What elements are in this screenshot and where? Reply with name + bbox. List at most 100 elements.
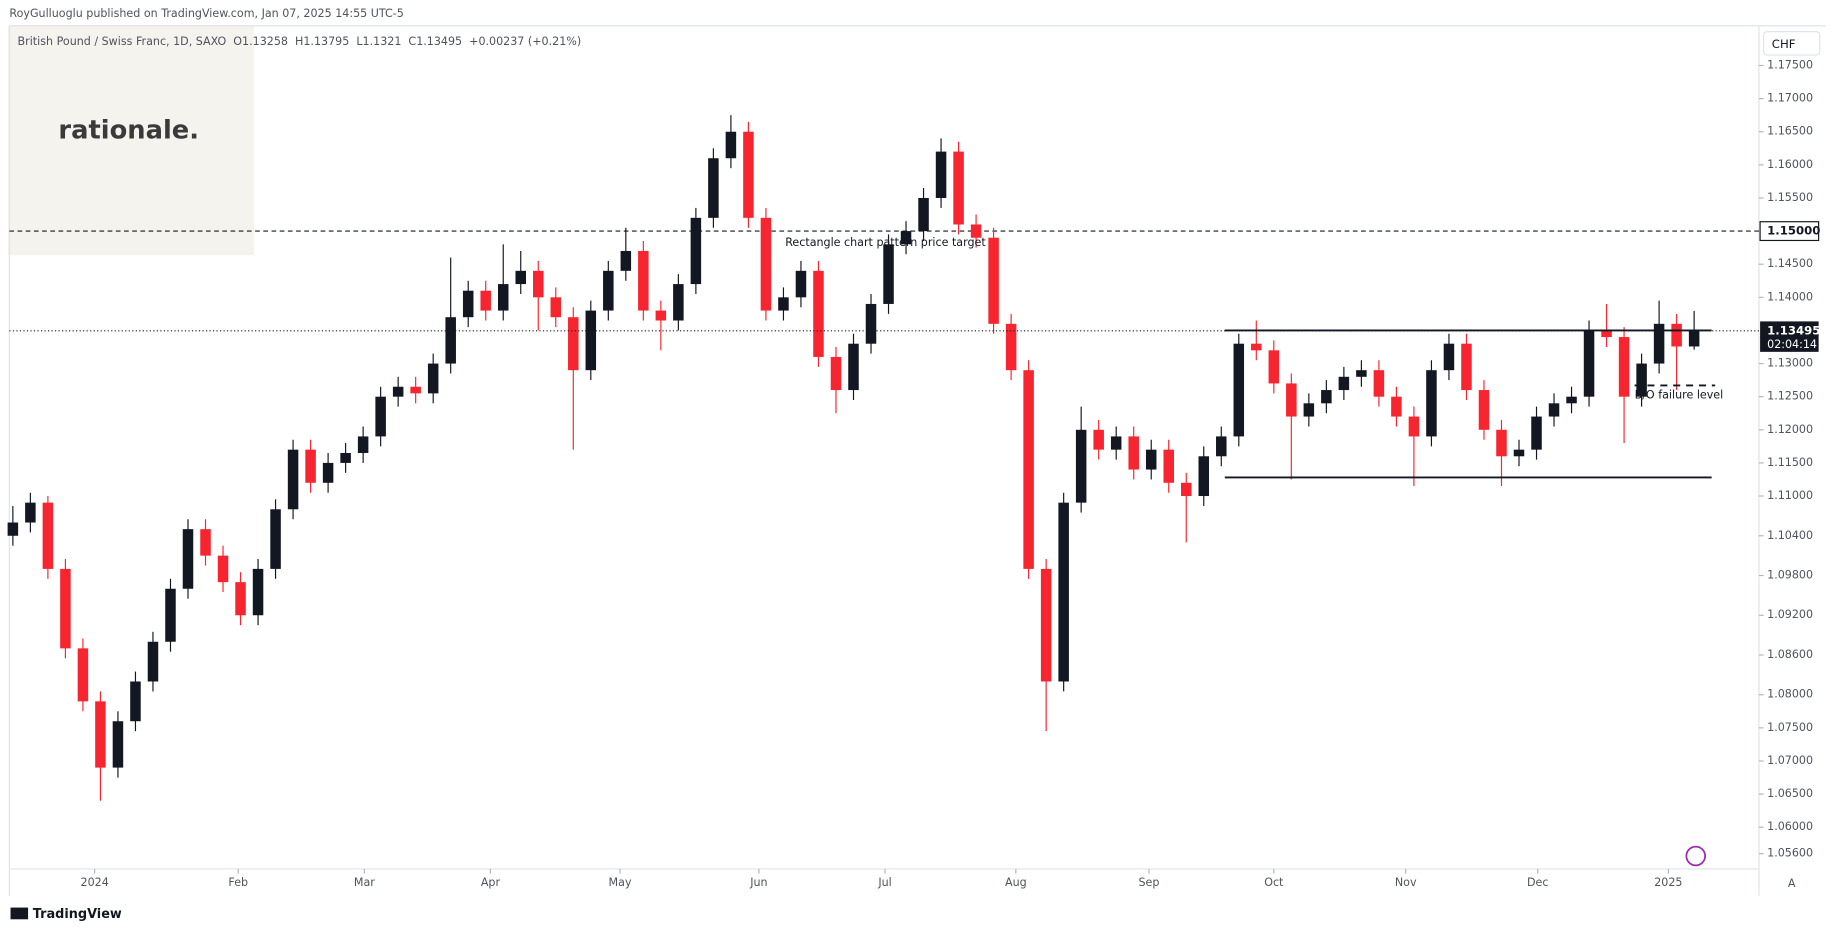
candle-body [1198, 456, 1210, 497]
candle-body [1163, 449, 1174, 483]
annotation: Rectangle chart pattern price target [785, 236, 986, 249]
candle-body [165, 588, 176, 642]
candle-body [77, 648, 89, 702]
candle-body [1513, 449, 1525, 457]
x-tick-label: Sep [1138, 876, 1159, 889]
candle-body [1408, 416, 1420, 437]
y-tick-label: 1.08000 [1767, 688, 1813, 701]
y-tick-label: 1.09800 [1767, 569, 1813, 582]
candle-body [515, 270, 527, 285]
candle-body [1233, 343, 1245, 437]
candle-body [25, 502, 36, 523]
y-tick-label: 1.13000 [1767, 357, 1813, 370]
candle-body [725, 131, 737, 159]
candle-body [235, 582, 246, 616]
candle-body [1058, 502, 1069, 682]
candle-body [1040, 568, 1052, 682]
candle-body [778, 297, 789, 311]
candle-body [480, 290, 491, 311]
candle-body [1618, 337, 1630, 397]
candle-body [147, 641, 159, 682]
y-tick-label: 1.14500 [1767, 257, 1813, 270]
candle-body [673, 284, 684, 321]
x-tick-label: Dec [1527, 876, 1548, 889]
x-tick-label: Mar [354, 876, 375, 889]
y-tick-label: 1.06000 [1767, 820, 1813, 833]
candle-body [1321, 390, 1332, 404]
candle-body [1496, 429, 1507, 457]
logo: rationale. [58, 116, 199, 146]
candle-body [988, 237, 999, 324]
y-tick-label: 1.17500 [1767, 59, 1813, 72]
candle-body [112, 721, 124, 768]
target-box [1759, 221, 1820, 242]
y-tick-label: 1.07500 [1767, 721, 1813, 734]
candle-body [1391, 396, 1402, 417]
candle-body [287, 449, 299, 510]
candle-body [918, 197, 929, 232]
price-label: 1.13495 [1767, 323, 1820, 337]
x-tick-label: 2024 [81, 876, 109, 889]
y-tick-label: 1.11000 [1767, 489, 1813, 502]
candle-body [795, 270, 807, 298]
candle-body [357, 436, 369, 453]
y-tick-label: 1.11500 [1767, 456, 1813, 469]
symbol: British Pound / Swiss Franc, 1D, SAXO [18, 35, 227, 48]
candle-body [585, 310, 597, 371]
candle-body [410, 386, 421, 394]
candle-body [182, 529, 194, 589]
candle-body [1075, 429, 1087, 503]
candle-body [462, 290, 474, 318]
candle-body [1338, 376, 1350, 391]
alert-icon[interactable] [1685, 845, 1706, 867]
candle-body [200, 529, 211, 556]
candle-body [900, 231, 912, 245]
candle-body [1671, 323, 1682, 347]
candle-body [1286, 383, 1297, 417]
x-tick-label: May [609, 876, 632, 889]
candle-body [392, 386, 404, 397]
candle-body [883, 244, 894, 304]
candle-body [1303, 403, 1315, 417]
x-tick-label: Jul [877, 876, 891, 889]
y-tick-label: 1.08600 [1767, 648, 1813, 661]
candle-body [130, 681, 141, 722]
candle-body [375, 396, 386, 437]
candle-body [1636, 363, 1647, 397]
candle-body [533, 270, 544, 298]
candle-body [620, 250, 632, 271]
h-label: H [295, 35, 303, 48]
c-label: C [408, 35, 416, 48]
candle-body [1566, 396, 1577, 404]
y-tick-label: 1.12500 [1767, 390, 1813, 403]
candle-body [7, 522, 19, 536]
candle-body [1426, 370, 1437, 437]
y-tick-label: 1.16500 [1767, 125, 1813, 138]
legend: British Pound / Swiss Franc, 1D, SAXO O1.… [18, 35, 582, 48]
publisher: RoyGulluoglu published on TradingView.co… [9, 7, 403, 20]
y-tick-label: 1.10400 [1767, 529, 1813, 542]
candle-body [1093, 429, 1104, 450]
candle-body [1110, 436, 1122, 450]
candle-body [568, 317, 579, 371]
currency[interactable]: CHF [1772, 37, 1796, 51]
candle-body [305, 449, 316, 483]
candle-body [1373, 370, 1385, 397]
candle-body [322, 462, 334, 483]
candle-body [1356, 370, 1367, 377]
y-tick-label: 1.16000 [1767, 158, 1813, 171]
l-label: L [356, 35, 363, 48]
candle-body [1583, 330, 1595, 397]
candle-body [1653, 323, 1665, 364]
y-tick-label: 1.15500 [1767, 191, 1813, 204]
candle-body [690, 217, 702, 285]
o-value: 1.13258 [242, 35, 288, 48]
auto-scale[interactable]: A [1788, 877, 1796, 890]
footer: TradingView [33, 907, 122, 922]
candle-body [1145, 449, 1157, 470]
y-tick-label: 1.06500 [1767, 787, 1813, 800]
currency-box[interactable] [1763, 31, 1821, 56]
candle-body [760, 217, 772, 311]
candle-body [655, 310, 667, 321]
